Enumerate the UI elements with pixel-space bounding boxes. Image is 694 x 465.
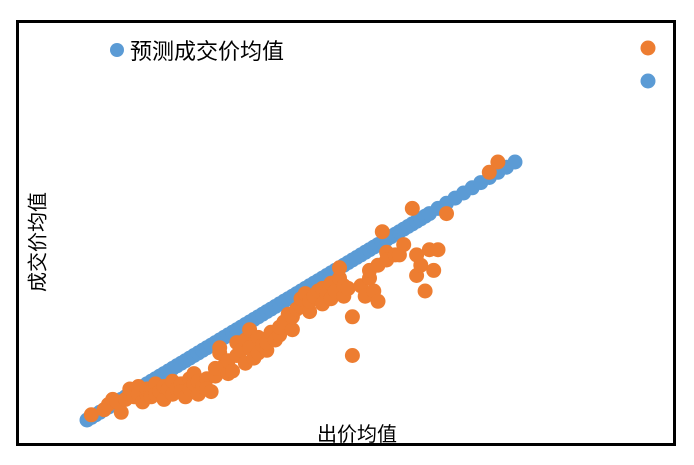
actual-point-66 (284, 322, 300, 338)
actual-point-112 (481, 164, 497, 180)
legend-marker-predicted-right (640, 73, 656, 89)
actual-point-102 (404, 200, 420, 216)
actual-point-38 (203, 384, 219, 400)
x-axis-label: 出价均值 (317, 422, 397, 446)
actual-point-5 (113, 404, 129, 420)
actual-point-87 (344, 348, 360, 363)
legend: 预测成交价均值 (110, 34, 284, 66)
actual-point-42 (212, 340, 228, 356)
actual-point-0 (83, 407, 99, 423)
actual-point-72 (302, 304, 318, 320)
actual-point-101 (396, 237, 412, 253)
actual-point-46 (225, 363, 240, 379)
actual-point-106 (417, 283, 433, 299)
actual-point-88 (344, 309, 360, 325)
actual-point-86 (340, 280, 356, 296)
actual-point-110 (439, 206, 454, 222)
actual-point-105 (413, 257, 429, 273)
actual-point-108 (426, 262, 442, 278)
actual-point-83 (332, 260, 347, 276)
actual-point-96 (374, 224, 390, 240)
legend-swatch-predicted (110, 43, 124, 57)
legend-marker-actual (640, 40, 656, 56)
actual-point-111 (490, 154, 506, 170)
y-axis-label: 成交价均值 (25, 192, 50, 292)
chart-frame (16, 20, 676, 446)
actual-point-94 (370, 293, 386, 309)
legend-label-predicted: 预测成交价均值 (130, 40, 285, 65)
predicted-point-90 (507, 154, 523, 170)
actual-point-109 (430, 242, 446, 258)
